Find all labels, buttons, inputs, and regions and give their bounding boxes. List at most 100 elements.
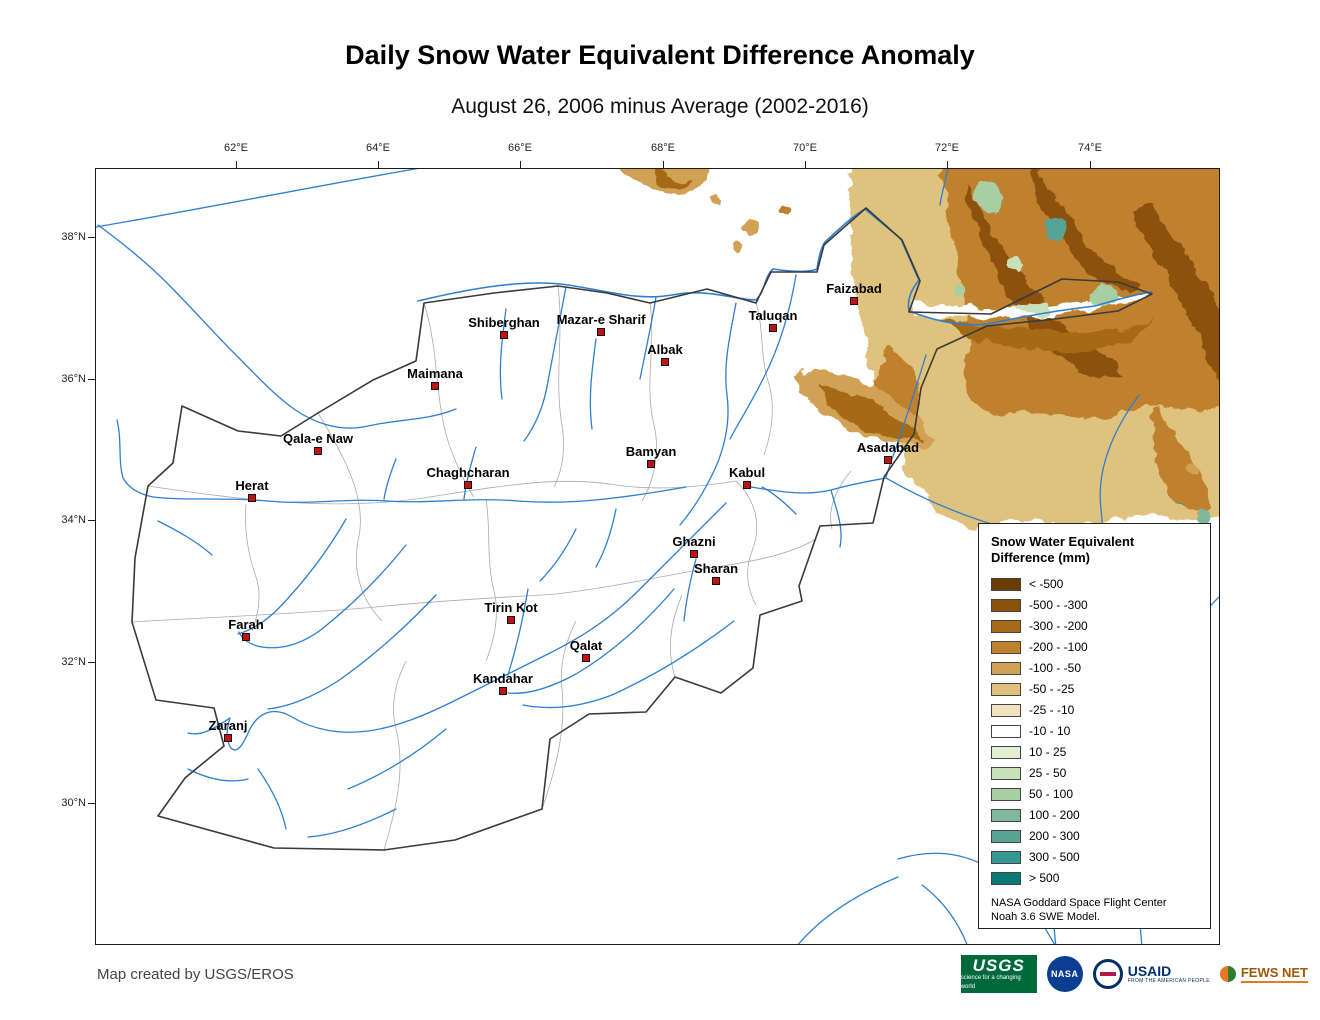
legend-swatch (991, 766, 1021, 780)
latitude-label: 36°N (61, 373, 86, 385)
longitude-label: 64°E (366, 142, 390, 154)
usaid-seal-icon (1092, 959, 1123, 989)
longitude-tick (805, 161, 806, 168)
legend-swatch (991, 661, 1021, 675)
latitude-tick (88, 803, 95, 804)
city-dot (499, 687, 507, 695)
city-label: Chaghcharan (426, 465, 510, 480)
legend-item: 300 - 500 (991, 847, 1204, 868)
latitude-tick (88, 662, 95, 663)
legend-item: -25 - -10 (991, 700, 1204, 721)
legend-swatch (991, 808, 1021, 822)
longitude-label: 66°E (508, 142, 532, 154)
legend-item: -500 - -300 (991, 595, 1204, 616)
legend-source-note: NASA Goddard Space Flight Center Noah 3.… (991, 896, 1167, 923)
nasa-logo: NASA (1046, 956, 1083, 992)
city-dot (884, 456, 892, 464)
map-legend: Snow Water Equivalent Difference (mm) < … (978, 523, 1211, 929)
longitude-tick (378, 161, 379, 168)
city-dot (647, 460, 655, 468)
fewsnet-logo: FEWS NET (1219, 965, 1308, 984)
legend-item: < -500 (991, 574, 1204, 595)
city-dot (500, 331, 508, 339)
city-label: Asadabad (856, 440, 920, 455)
legend-title: Snow Water Equivalent Difference (mm) (991, 534, 1135, 566)
longitude-tick (520, 161, 521, 168)
credit-text: Map created by USGS/EROS (97, 966, 294, 983)
city-label: Qala-e Naw (282, 431, 354, 446)
afghanistan-border (131, 207, 1153, 851)
city-dot (712, 577, 720, 585)
legend-swatch (991, 724, 1021, 738)
page-subtitle: August 26, 2006 minus Average (2002-2016… (451, 95, 869, 118)
legend-swatch (991, 619, 1021, 633)
city-label: Farah (228, 617, 264, 632)
legend-swatch (991, 745, 1021, 759)
legend-swatch (991, 871, 1021, 885)
legend-item: -300 - -200 (991, 616, 1204, 637)
city-label: Maimana (407, 366, 463, 381)
city-dot (769, 324, 777, 332)
city-dot (743, 481, 751, 489)
longitude-tick (663, 161, 664, 168)
latitude-tick (88, 237, 95, 238)
longitude-tick (236, 161, 237, 168)
city-label: Kandahar (473, 671, 533, 686)
city-label: Sharan (693, 561, 739, 576)
usaid-logo: USAID FROM THE AMERICAN PEOPLE (1092, 959, 1210, 989)
city-dot (850, 297, 858, 305)
afghanistan-map-canvas (96, 169, 1219, 944)
legend-item: 200 - 300 (991, 826, 1204, 847)
legend-item: 50 - 100 (991, 784, 1204, 805)
city-label: Taluqan (748, 308, 798, 323)
usgs-logo: USGS science for a changing world (960, 955, 1037, 993)
longitude-label: 72°E (935, 142, 959, 154)
city-dot (597, 328, 605, 336)
legend-item: -50 - -25 (991, 679, 1204, 700)
city-label: Qalat (569, 638, 603, 653)
city-label: Kabul (728, 465, 766, 480)
city-dot (690, 550, 698, 558)
latitude-label: 30°N (61, 797, 86, 809)
page-title: Daily Snow Water Equivalent Difference A… (345, 40, 975, 70)
longitude-label: 70°E (793, 142, 817, 154)
latitude-label: 34°N (61, 514, 86, 526)
city-label: Zaranj (208, 718, 248, 733)
longitude-label: 68°E (651, 142, 675, 154)
map-frame: Faizabad Shiberghan Mazar-e Sharif Taluq… (95, 168, 1220, 945)
city-dot (507, 616, 515, 624)
city-label: Bamyan (625, 444, 677, 459)
fewsnet-globe-icon (1219, 965, 1236, 982)
footer-logos: USGS science for a changing world NASA U… (960, 955, 1308, 993)
city-label: Tirin Kot (484, 600, 538, 615)
city-label: Albak (647, 342, 683, 357)
legend-swatch (991, 787, 1021, 801)
city-dot (464, 481, 472, 489)
longitude-label: 62°E (224, 142, 248, 154)
longitude-tick (947, 161, 948, 168)
legend-item: 10 - 25 (991, 742, 1204, 763)
legend-swatch (991, 640, 1021, 654)
city-dot (242, 633, 250, 641)
legend-swatch (991, 598, 1021, 612)
latitude-label: 38°N (61, 231, 86, 243)
city-label: Herat (235, 478, 269, 493)
district-boundaries (131, 285, 852, 851)
swe-anomaly-raster (622, 169, 1219, 527)
longitude-label: 74°E (1078, 142, 1102, 154)
latitude-tick (88, 520, 95, 521)
legend-swatch (991, 850, 1021, 864)
legend-item: -10 - 10 (991, 721, 1204, 742)
latitude-label: 32°N (61, 656, 86, 668)
legend-swatch (991, 829, 1021, 843)
legend-swatch (991, 703, 1021, 717)
city-dot (582, 654, 590, 662)
latitude-tick (88, 379, 95, 380)
city-label: Ghazni (672, 534, 716, 549)
city-label: Mazar-e Sharif (556, 312, 646, 327)
longitude-tick (1090, 161, 1091, 168)
city-dot (431, 382, 439, 390)
legend-item: -100 - -50 (991, 658, 1204, 679)
legend-swatch (991, 682, 1021, 696)
city-dot (248, 494, 256, 502)
